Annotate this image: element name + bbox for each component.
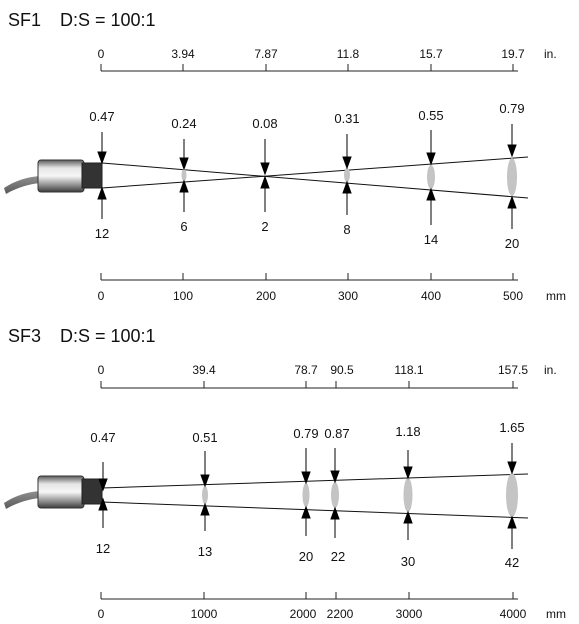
sensor [4, 475, 103, 509]
mm-scale: 0 100 200 300 400 500 mm [98, 273, 566, 303]
spot-ellipse [331, 482, 339, 508]
mm-tick-label: 100 [173, 289, 193, 303]
model-label: SF1 [8, 10, 41, 30]
spot-size-inch: 0.79 [499, 101, 524, 116]
inch-tick-label: 3.94 [171, 47, 195, 61]
spot-ellipse [427, 165, 435, 189]
spot-size-inch: 1.65 [499, 420, 524, 435]
spot-size-inch: 0.51 [192, 430, 217, 445]
mm-unit-label: mm [546, 289, 566, 303]
inch-unit-label: in. [544, 363, 557, 377]
section-sf1: SF1 D:S = 100:1 0 3.94 7.87 11.8 15.7 19… [4, 10, 566, 303]
inch-tick-label: 19.7 [501, 47, 525, 61]
inch-tick-label: 39.4 [192, 363, 216, 377]
mm-tick-label: 3000 [396, 607, 423, 621]
ratio-label: D:S = 100:1 [60, 326, 156, 346]
spot-size-mm: 14 [424, 232, 438, 247]
inch-tick-label: 157.5 [498, 363, 528, 377]
sensor-cable [4, 491, 40, 509]
beam-edge-upper [101, 473, 529, 489]
mm-tick-label: 200 [256, 289, 276, 303]
sensor-body [37, 159, 85, 193]
spot-ellipse [202, 486, 208, 504]
ratio-label: D:S = 100:1 [60, 10, 156, 30]
mm-tick-label: 0 [98, 607, 105, 621]
mm-tick-label: 2200 [327, 607, 354, 621]
mm-tick-label: 0 [98, 289, 105, 303]
spot-size-inch: 1.18 [395, 424, 420, 439]
inch-tick-label: 7.87 [254, 47, 278, 61]
inch-tick-label: 0 [98, 47, 105, 61]
spot-size-mm: 13 [198, 544, 212, 559]
spot-size-inch: 0.79 [293, 426, 318, 441]
spot-size-inch: 0.08 [252, 116, 277, 131]
spot-ellipse [302, 483, 310, 507]
sensor-body [37, 475, 85, 509]
spot-ellipse [403, 478, 413, 512]
section-sf3: SF3 D:S = 100:1 0 39.4 78.7 90.5 118.1 1… [4, 326, 566, 621]
spot-size-mm: 42 [505, 555, 519, 570]
sensor-lens [81, 162, 103, 189]
inch-tick-label: 11.8 [337, 47, 360, 61]
spot-size-inch: 0.55 [418, 108, 443, 123]
spot-size-inch: 0.31 [334, 111, 359, 126]
spot-size-mm: 6 [180, 219, 187, 234]
inch-tick-label: 78.7 [294, 363, 318, 377]
spot-arrows [97, 124, 517, 229]
model-label: SF3 [8, 326, 41, 346]
inch-axis-ticks [100, 64, 514, 71]
mm-tick-label: 500 [503, 289, 523, 303]
spot-ellipse [344, 168, 350, 182]
spot-size-mm: 22 [331, 549, 345, 564]
spot-size-mm: 20 [505, 236, 519, 251]
mm-axis-ticks [100, 592, 514, 599]
inch-tick-label: 90.5 [330, 363, 354, 377]
inch-tick-label: 0 [98, 363, 105, 377]
beam-edge-lower [101, 501, 529, 519]
spot-ellipse [181, 169, 187, 181]
spot-size-inch: 0.47 [89, 109, 114, 124]
spot-size-mm: 8 [343, 222, 350, 237]
beam-edge-lower [101, 162, 529, 199]
spot-size-mm: 30 [401, 554, 415, 569]
spot-ellipse [506, 473, 518, 517]
inch-scale: 0 3.94 7.87 11.8 15.7 19.7 in. [98, 47, 557, 72]
spot-size-mm: 2 [261, 219, 268, 234]
mm-axis-ticks [100, 273, 514, 280]
spot-size-inch: 0.47 [90, 430, 115, 445]
mm-tick-label: 400 [421, 289, 441, 303]
inch-axis-ticks [100, 381, 514, 388]
spot-size-mm: 20 [299, 549, 313, 564]
inch-scale: 0 39.4 78.7 90.5 118.1 157.5 in. [98, 363, 557, 389]
spot-markers [202, 473, 518, 517]
beam-edge-upper [101, 156, 529, 189]
spot-markers [181, 158, 517, 196]
mm-scale: 0 1000 2000 2200 3000 4000 mm [98, 592, 566, 621]
sensor [4, 159, 103, 194]
inch-unit-label: in. [544, 47, 557, 61]
inch-tick-label: 118.1 [394, 363, 423, 377]
mm-tick-label: 1000 [191, 607, 218, 621]
spot-ellipse [507, 158, 517, 196]
inch-tick-label: 15.7 [419, 47, 443, 61]
sensor-lens [81, 478, 103, 505]
spot-arrows [98, 443, 517, 549]
mm-tick-label: 4000 [500, 607, 527, 621]
spot-size-inch: 0.87 [324, 426, 349, 441]
spot-size-mm: 12 [96, 541, 110, 556]
sensor-cable [4, 176, 40, 194]
spot-size-inch: 0.24 [171, 116, 196, 131]
mm-unit-label: mm [546, 607, 566, 621]
mm-tick-label: 300 [338, 289, 358, 303]
mm-tick-label: 2000 [290, 607, 317, 621]
spot-size-mm: 12 [95, 226, 109, 241]
